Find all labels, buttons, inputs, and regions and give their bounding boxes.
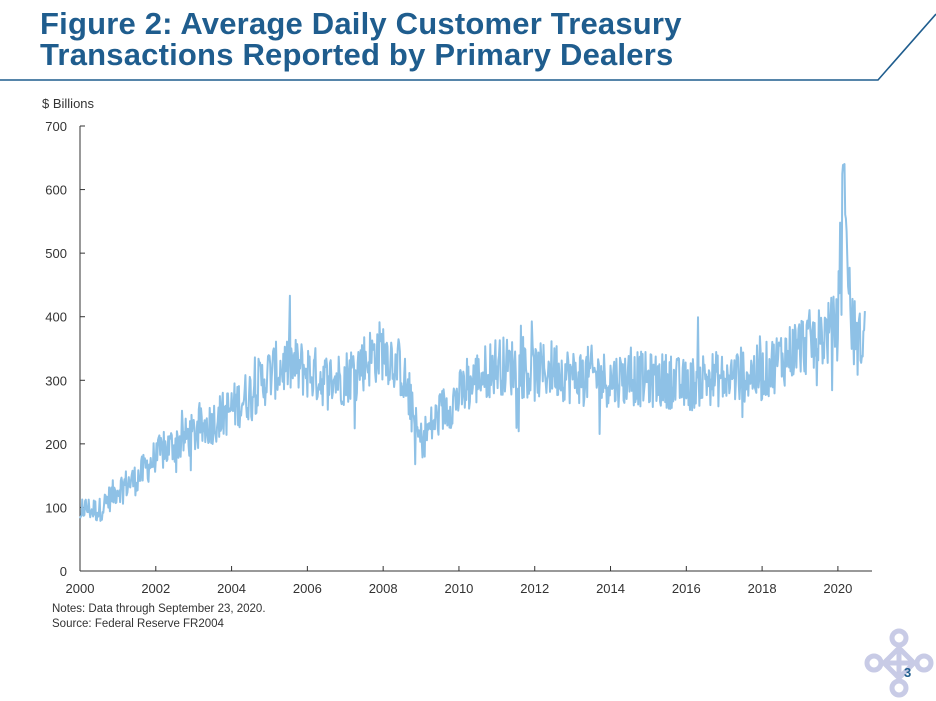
- x-tick-label: 2012: [520, 581, 549, 596]
- y-tick-label: 700: [45, 119, 67, 134]
- x-tick-label: 2004: [217, 581, 246, 596]
- series-line: [79, 163, 866, 522]
- y-tick-label: 300: [45, 373, 67, 388]
- x-tick-label: 2016: [672, 581, 701, 596]
- x-axis: 2000 2002 2004 2006 2008 2010 2012 2014 2016 2018…: [66, 566, 872, 596]
- x-tick-label: 2020: [823, 581, 852, 596]
- y-axis: 0 100 200 300 400 500 600 700: [45, 119, 85, 579]
- y-tick-label: 100: [45, 500, 67, 515]
- title-line-1: Figure 2: Average Daily Customer Treasur…: [40, 6, 682, 41]
- logo-icon: [864, 628, 934, 698]
- x-tick-label: 2000: [66, 581, 95, 596]
- y-tick-label: 600: [45, 183, 67, 198]
- page-number: 3: [904, 665, 912, 680]
- notes-line: Notes: Data through September 23, 2020.: [52, 603, 266, 615]
- notes: Notes: Data through September 23, 2020. …: [52, 602, 266, 632]
- source-line: Source: Federal Reserve FR2004: [52, 618, 224, 630]
- y-tick-label: 500: [45, 246, 67, 261]
- y-tick-label: 0: [60, 564, 67, 579]
- y-tick-label: 400: [45, 310, 67, 325]
- x-tick-label: 2010: [444, 581, 473, 596]
- x-tick-label: 2006: [293, 581, 322, 596]
- x-tick-label: 2008: [369, 581, 398, 596]
- x-tick-label: 2018: [748, 581, 777, 596]
- y-axis-label: $ Billions: [42, 96, 95, 111]
- x-tick-label: 2002: [141, 581, 170, 596]
- header-rule: [0, 13, 936, 81]
- y-tick-label: 200: [45, 437, 67, 452]
- x-tick-label: 2014: [596, 581, 625, 596]
- chart-title: Figure 2: Average Daily Customer Treasur…: [40, 8, 682, 70]
- plot-series: [79, 163, 866, 522]
- title-line-2: Transactions Reported by Primary Dealers: [40, 37, 674, 72]
